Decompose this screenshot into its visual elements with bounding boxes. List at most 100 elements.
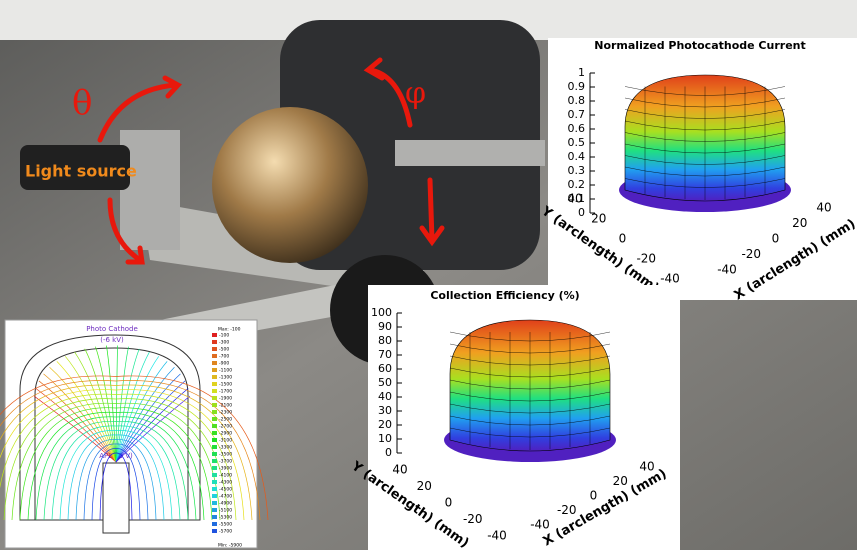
legend-value: -4700 [219, 494, 232, 500]
legend-swatch [212, 501, 217, 505]
x-tick-label: 40 [816, 201, 831, 215]
legend-swatch [212, 347, 217, 351]
phi-label: φ [405, 76, 426, 111]
legend-swatch [212, 529, 217, 533]
legend-value: -5700 [219, 529, 232, 535]
x-tick-label: 20 [792, 216, 807, 230]
y-tick-label: -20 [463, 512, 483, 526]
legend-value: -5300 [219, 515, 232, 521]
x-tick-label: -20 [557, 503, 577, 517]
legend-value: -4900 [219, 501, 232, 507]
legend-swatch [212, 382, 217, 386]
x-tick-label: 0 [772, 232, 780, 246]
legend-value: -900 [219, 361, 229, 367]
page: θ φ Light source Normalized Photocathode… [0, 0, 857, 554]
x-tick-label: -20 [741, 247, 761, 261]
legend-swatch [212, 410, 217, 414]
legend-swatch [212, 487, 217, 491]
y-tick-label: -20 [636, 252, 656, 266]
y-tick-label: 40 [392, 463, 407, 477]
legend-swatch [212, 431, 217, 435]
z-tick-label: 30 [378, 404, 392, 417]
legend-swatch [212, 522, 217, 526]
y-tick-label: 40 [567, 192, 582, 206]
z-tick-label: 10 [378, 432, 392, 445]
legend-swatch [212, 368, 217, 372]
legend-value: -2900 [219, 431, 232, 437]
apd [103, 463, 129, 533]
legend-swatch [212, 361, 217, 365]
legend-value: -4100 [219, 473, 232, 479]
z-tick-label: 90 [378, 320, 392, 333]
legend-swatch [212, 452, 217, 456]
legend-value: -2300 [219, 410, 232, 416]
legend-swatch [212, 508, 217, 512]
legend-value: -1500 [219, 382, 232, 388]
z-tick-label: 0.4 [568, 150, 586, 163]
legend-value: -700 [219, 354, 229, 360]
y-tick-label: 0 [445, 496, 453, 510]
z-tick-label: 0 [385, 446, 392, 459]
legend-value: -1100 [219, 368, 232, 374]
legend-value: -3700 [219, 459, 232, 465]
bracket [120, 130, 180, 250]
theta-label: θ [72, 83, 92, 123]
z-tick-label: 0.6 [568, 122, 586, 135]
y-tick-label: 0 [619, 232, 627, 246]
legend-value: -100 [219, 333, 229, 339]
legend-value: -1900 [219, 396, 232, 402]
legend-swatch [212, 459, 217, 463]
z-tick-label: 40 [378, 390, 392, 403]
legend-value: -1700 [219, 389, 232, 395]
z-tick-label: 0.8 [568, 94, 586, 107]
legend-swatch [212, 389, 217, 393]
y-tick-label: 20 [417, 479, 432, 493]
legend-value: -5500 [219, 522, 232, 528]
legend-swatch [212, 515, 217, 519]
plot-title: Normalized Photocathode Current [594, 39, 806, 52]
z-tick-label: 60 [378, 362, 392, 375]
legend-value: -5100 [219, 508, 232, 514]
x-tick-label: -40 [717, 263, 737, 277]
legend-swatch [212, 473, 217, 477]
z-tick-label: 0.7 [568, 108, 586, 121]
legend-swatch [212, 375, 217, 379]
y-tick-label: -40 [487, 529, 507, 543]
legend-swatch [212, 396, 217, 400]
x-tick-label: -40 [530, 518, 550, 532]
y-tick-label: 20 [591, 212, 606, 226]
legend-min: Min: -5900 [218, 543, 242, 549]
photocathode-sphere [212, 107, 368, 263]
legend-swatch [212, 445, 217, 449]
legend-swatch [212, 466, 217, 470]
z-tick-label: 1 [578, 66, 585, 79]
legend-swatch [212, 333, 217, 337]
legend-value: -4500 [219, 487, 232, 493]
legend-value: -4300 [219, 480, 232, 486]
legend-value: -3500 [219, 452, 232, 458]
legend-swatch [212, 340, 217, 344]
cathode-label: Photo Cathode [86, 325, 138, 333]
bar [395, 140, 545, 166]
legend-swatch [212, 354, 217, 358]
z-tick-label: 0.9 [568, 80, 586, 93]
x-tick-label: 0 [590, 489, 598, 503]
legend-max: Max: -100 [218, 327, 241, 333]
legend-value: -2700 [219, 424, 232, 430]
z-tick-label: 100 [371, 306, 392, 319]
light-source-label: Light source [25, 162, 137, 181]
y-tick-label: -40 [660, 272, 680, 286]
legend-value: -3900 [219, 466, 232, 472]
legend-value: -3100 [219, 438, 232, 444]
legend-value: -500 [219, 347, 229, 353]
screenshot: θ φ Light source Normalized Photocathode… [0, 0, 857, 550]
z-tick-label: 0.5 [568, 136, 586, 149]
legend-swatch [212, 417, 217, 421]
z-tick-label: 80 [378, 334, 392, 347]
x-tick-label: 20 [613, 474, 628, 488]
legend-swatch [212, 480, 217, 484]
legend-value: -3300 [219, 445, 232, 451]
legend-value: -2500 [219, 417, 232, 423]
legend-value: -2100 [219, 403, 232, 409]
legend-swatch [212, 403, 217, 407]
